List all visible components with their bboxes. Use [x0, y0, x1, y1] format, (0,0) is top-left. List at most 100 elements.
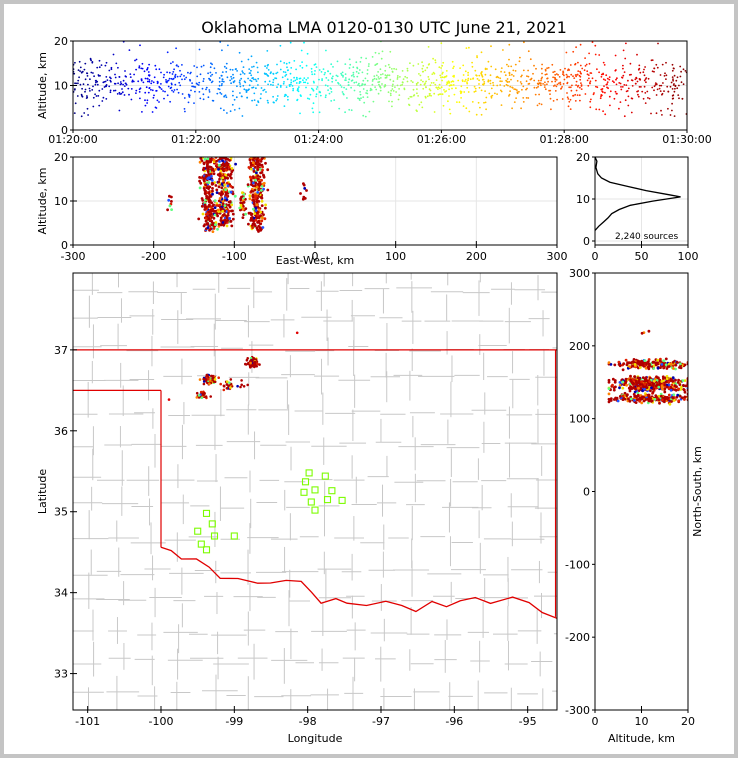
time-height-point	[622, 49, 625, 52]
ns-height-point	[671, 380, 675, 383]
ns-height-point	[628, 389, 632, 393]
time-height-point	[198, 91, 201, 93]
time-height-point	[336, 75, 339, 78]
time-height-point	[312, 88, 314, 91]
ew-height-point	[170, 208, 174, 212]
time-height-point	[615, 78, 617, 81]
ew-height-point	[219, 223, 223, 227]
time-height-point	[340, 86, 343, 88]
ns-height-point	[663, 400, 666, 404]
ew-height-point	[261, 182, 265, 186]
time-height-point	[300, 49, 303, 52]
ns-height-point	[660, 363, 664, 366]
time-height-point	[590, 98, 592, 101]
time-height-point	[299, 94, 302, 96]
time-height-point	[230, 75, 233, 78]
time-height-point	[555, 85, 558, 88]
time-height-point	[316, 86, 319, 88]
time-height-point	[321, 79, 323, 82]
time-height-point	[396, 84, 399, 87]
time-height-point	[421, 70, 424, 73]
time-height-point	[98, 66, 101, 69]
time-height-point	[348, 67, 351, 69]
time-height-point	[133, 73, 136, 76]
time-height-point	[250, 69, 252, 72]
time-height-point	[594, 53, 597, 56]
time-height-point	[344, 73, 347, 75]
time-height-point	[672, 67, 675, 70]
plan-view-source	[247, 361, 250, 365]
time-height-point	[600, 75, 603, 78]
ew-height-point	[242, 213, 246, 217]
time-height-point	[239, 83, 242, 85]
ns-height-point	[663, 397, 667, 401]
time-height-point	[562, 83, 565, 85]
time-height-point	[619, 82, 622, 85]
time-height-point	[540, 67, 543, 70]
ns-height-point	[615, 396, 619, 400]
time-height-point	[350, 86, 352, 89]
time-height-point	[587, 84, 590, 87]
time-height-point	[467, 74, 469, 76]
time-height-point	[594, 44, 597, 47]
time-height-point	[644, 66, 646, 68]
time-height-point	[83, 112, 86, 114]
lma-station-marker	[323, 496, 332, 504]
time-height-point	[331, 80, 334, 83]
ew-height-point	[258, 181, 262, 185]
ns-height-point	[684, 384, 688, 388]
time-height-point	[219, 107, 222, 110]
time-height-point	[84, 78, 87, 81]
time-height-point	[229, 79, 232, 82]
time-height-point	[389, 94, 392, 97]
time-height-point	[109, 89, 112, 92]
time-height-point	[219, 91, 222, 94]
plan-view-source	[236, 384, 239, 388]
time-height-point	[222, 80, 225, 83]
ns-height-point	[638, 399, 641, 403]
time-height-point	[183, 75, 185, 77]
time-height-point	[647, 77, 650, 80]
time-height-point	[615, 83, 618, 86]
time-height-point	[84, 88, 87, 91]
ew-height-point	[252, 198, 256, 202]
plan-view-xtick: -100	[149, 715, 174, 728]
time-height-point	[176, 88, 179, 91]
ns-height-point	[655, 375, 658, 379]
time-height-point	[270, 83, 272, 86]
time-height-point	[566, 75, 569, 78]
time-height-point	[417, 63, 420, 65]
ns-height-point	[683, 363, 687, 367]
time-height-point	[248, 68, 251, 70]
time-height-point	[231, 103, 234, 106]
time-height-point	[503, 85, 506, 87]
time-height-point	[388, 100, 390, 103]
ns-height-point	[624, 381, 627, 385]
ew-height-point	[223, 221, 227, 225]
time-height-point	[572, 50, 575, 53]
time-height-point	[580, 88, 583, 90]
time-height-point	[391, 88, 394, 90]
ew-height-point	[241, 191, 244, 195]
lma-station-marker	[194, 527, 202, 535]
time-height-point	[448, 88, 450, 91]
time-height-point	[522, 85, 525, 88]
time-height-point	[74, 88, 76, 90]
ns-height-point	[683, 398, 686, 401]
time-height-point	[558, 76, 561, 78]
time-height-point	[520, 107, 522, 110]
time-height-xtick: 01:20:00	[48, 133, 97, 146]
ns-height-point	[636, 391, 640, 395]
time-height-point	[180, 73, 183, 76]
time-height-point	[202, 80, 205, 83]
time-height-point	[388, 66, 391, 69]
time-height-point	[218, 84, 221, 87]
ew-height-point	[217, 168, 220, 171]
ns-height-point	[639, 361, 643, 364]
time-height-point	[194, 86, 197, 88]
time-height-point	[469, 78, 472, 81]
time-height-point	[437, 88, 439, 90]
time-height-point	[147, 71, 150, 73]
time-height-point	[275, 72, 278, 75]
plan-view-source	[229, 386, 232, 389]
